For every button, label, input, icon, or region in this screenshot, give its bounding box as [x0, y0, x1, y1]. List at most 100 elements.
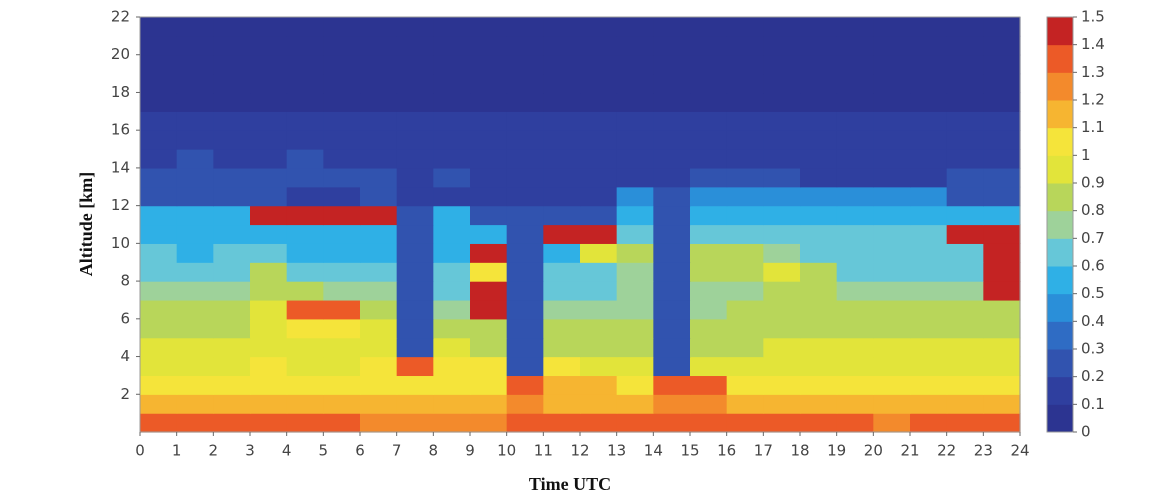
- heat-cell: [873, 149, 911, 169]
- heat-cell: [616, 73, 654, 94]
- heat-cell: [543, 35, 581, 56]
- heat-cell: [873, 281, 911, 301]
- heat-cell: [360, 356, 398, 377]
- heat-cell: [653, 111, 691, 131]
- heat-cell: [176, 54, 214, 75]
- heat-cell: [396, 149, 434, 169]
- heat-cell: [396, 224, 434, 244]
- heat-cell: [140, 111, 178, 131]
- heat-cell: [910, 111, 948, 131]
- x-tick-label: 17: [754, 442, 773, 460]
- heat-cell: [690, 224, 728, 244]
- heat-cell: [946, 375, 984, 395]
- heat-cell: [763, 130, 801, 150]
- heat-cell: [873, 375, 911, 395]
- heat-cell: [470, 111, 508, 131]
- heat-cell: [140, 318, 178, 339]
- heat-cell: [286, 394, 324, 414]
- heat-cell: [543, 224, 581, 244]
- heat-cell: [323, 224, 361, 244]
- heat-cell: [690, 356, 728, 377]
- heat-cell: [360, 186, 398, 207]
- heat-cell: [983, 318, 1021, 339]
- heat-cell: [800, 243, 838, 263]
- heat-cell: [726, 167, 764, 188]
- heat-cell: [176, 130, 214, 150]
- heat-cell: [176, 243, 214, 263]
- heat-cell: [396, 35, 434, 56]
- heat-cell: [873, 394, 911, 414]
- heat-cell: [690, 205, 728, 226]
- heat-cell: [690, 54, 728, 75]
- y-tick-label: 4: [120, 347, 130, 365]
- x-tick-label: 5: [319, 442, 329, 460]
- heat-cell: [360, 375, 398, 395]
- colorbar-tick-label: 0.7: [1081, 229, 1105, 247]
- heat-cell: [616, 337, 654, 358]
- heat-cell: [323, 130, 361, 150]
- colorbar-tick-label: 0.3: [1081, 340, 1105, 358]
- heat-cell: [543, 356, 581, 377]
- heat-cell: [580, 299, 618, 320]
- heat-cell: [653, 92, 691, 112]
- heat-cell: [543, 413, 581, 433]
- heat-cell: [800, 356, 838, 377]
- heat-cell: [726, 356, 764, 377]
- heat-cell: [873, 413, 911, 433]
- heat-cell: [580, 356, 618, 377]
- heat-cell: [506, 375, 544, 395]
- heat-cell: [506, 262, 544, 282]
- heat-cell: [946, 299, 984, 320]
- heat-cell: [580, 92, 618, 112]
- heat-cell: [506, 337, 544, 358]
- heat-cell: [506, 167, 544, 188]
- heat-cell: [140, 54, 178, 75]
- heat-cell: [580, 130, 618, 150]
- heat-cell: [470, 356, 508, 377]
- heat-cell: [543, 111, 581, 131]
- heat-cell: [836, 92, 874, 112]
- heat-cell: [726, 299, 764, 320]
- heat-cell: [543, 167, 581, 188]
- heat-cell: [140, 337, 178, 358]
- heat-cell: [726, 149, 764, 169]
- x-tick-label: 14: [644, 442, 663, 460]
- heat-cell: [286, 262, 324, 282]
- colorbar-swatch: [1047, 17, 1073, 46]
- heat-cell: [910, 243, 948, 263]
- heat-cell: [323, 281, 361, 301]
- heat-cell: [800, 17, 838, 37]
- colorbar-swatch: [1047, 349, 1073, 378]
- heat-cell: [873, 130, 911, 150]
- heat-cell: [873, 262, 911, 282]
- heat-cell: [213, 73, 251, 94]
- heat-cell: [726, 224, 764, 244]
- colorbar-tick-label: 0: [1081, 423, 1091, 441]
- heat-cell: [763, 111, 801, 131]
- heat-cell: [946, 394, 984, 414]
- heat-cell: [726, 205, 764, 226]
- heat-cell: [653, 318, 691, 339]
- heat-cell: [873, 92, 911, 112]
- heat-cell: [800, 186, 838, 207]
- heat-cell: [726, 54, 764, 75]
- heat-cell: [433, 413, 471, 433]
- heat-cell: [946, 243, 984, 263]
- heat-cell: [690, 337, 728, 358]
- heat-cell: [213, 205, 251, 226]
- heat-cell: [800, 149, 838, 169]
- heat-cell: [470, 243, 508, 263]
- heat-cell: [653, 243, 691, 263]
- heat-cell: [140, 205, 178, 226]
- heat-cell: [983, 243, 1021, 263]
- heat-cell: [836, 205, 874, 226]
- x-tick-label: 24: [1010, 442, 1029, 460]
- heat-cell: [506, 111, 544, 131]
- heat-cell: [470, 375, 508, 395]
- heat-cell: [396, 73, 434, 94]
- heat-cell: [763, 394, 801, 414]
- heat-cell: [983, 299, 1021, 320]
- heat-cell: [763, 318, 801, 339]
- colorbar-tick-label: 0.5: [1081, 284, 1105, 302]
- heat-cell: [360, 167, 398, 188]
